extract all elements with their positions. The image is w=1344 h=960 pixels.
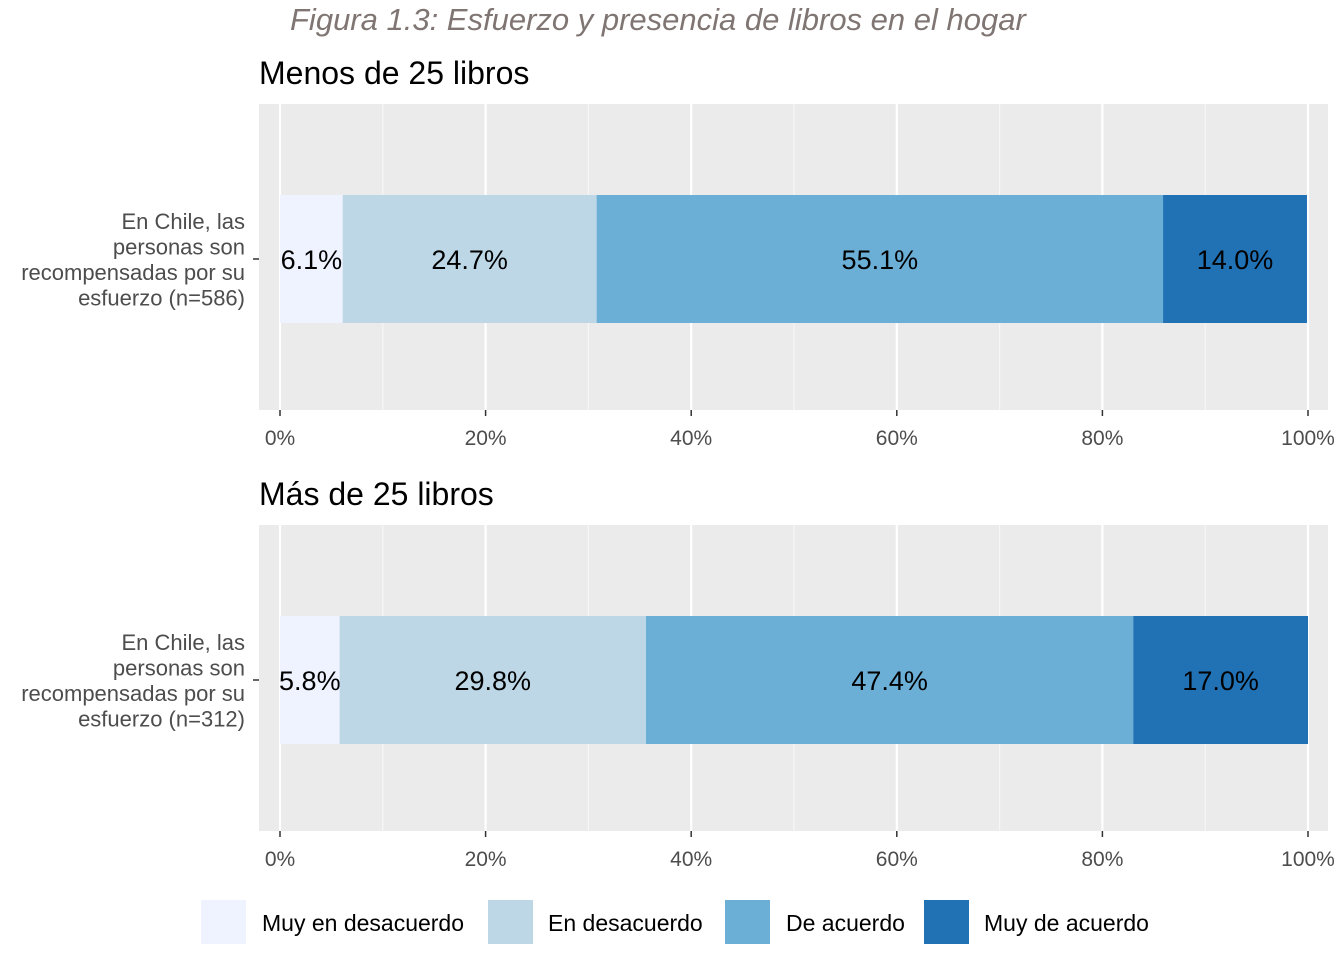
category-label: recompensadas por su [21,260,245,285]
category-label: esfuerzo (n=312) [78,706,245,731]
x-tick-label: 20% [465,427,507,450]
data-label: 47.4% [851,666,928,696]
bar-segment [1133,616,1308,744]
legend-swatch [201,900,246,944]
legend-swatch [924,900,969,944]
data-label: 14.0% [1197,245,1274,275]
x-tick-label: 100% [1281,427,1335,450]
panel-title-2: Más de 25 libros [259,476,494,512]
category-label: personas son [113,234,245,259]
legend-swatch [488,900,533,944]
legend-label: De acuerdo [786,910,905,936]
legend-label: Muy en desacuerdo [262,910,464,936]
data-label: 5.8% [279,666,341,696]
x-tick-label: 80% [1081,848,1123,871]
category-label: En Chile, las [121,209,245,234]
category-label: esfuerzo (n=586) [78,285,245,310]
legend-label: En desacuerdo [548,910,703,936]
bar-segment [280,195,343,323]
bar-segment [339,616,646,744]
data-label: 17.0% [1182,666,1259,696]
data-label: 6.1% [281,245,343,275]
x-tick-label: 40% [670,427,712,450]
legend-swatch [725,900,770,944]
x-tick-label: 20% [465,848,507,871]
category-label: En Chile, las [121,630,245,655]
bar-segment [280,616,340,744]
x-tick-label: 0% [265,427,295,450]
data-label: 29.8% [455,666,532,696]
x-tick-label: 60% [876,848,918,871]
bar-segment [342,195,597,323]
x-tick-label: 100% [1281,848,1335,871]
category-label: recompensadas por su [21,681,245,706]
x-tick-label: 80% [1081,427,1123,450]
legend-label: Muy de acuerdo [984,910,1149,936]
bar-segment [596,195,1164,323]
x-tick-label: 0% [265,848,295,871]
figure-title: Figura 1.3: Esfuerzo y presencia de libr… [290,2,1026,37]
category-label: personas son [113,655,245,680]
x-tick-label: 40% [670,848,712,871]
x-tick-label: 60% [876,427,918,450]
bar-segment [645,616,1134,744]
bar-segment [1163,195,1307,323]
data-label: 24.7% [431,245,508,275]
panel-title-1: Menos de 25 libros [259,55,529,91]
data-label: 55.1% [842,245,919,275]
